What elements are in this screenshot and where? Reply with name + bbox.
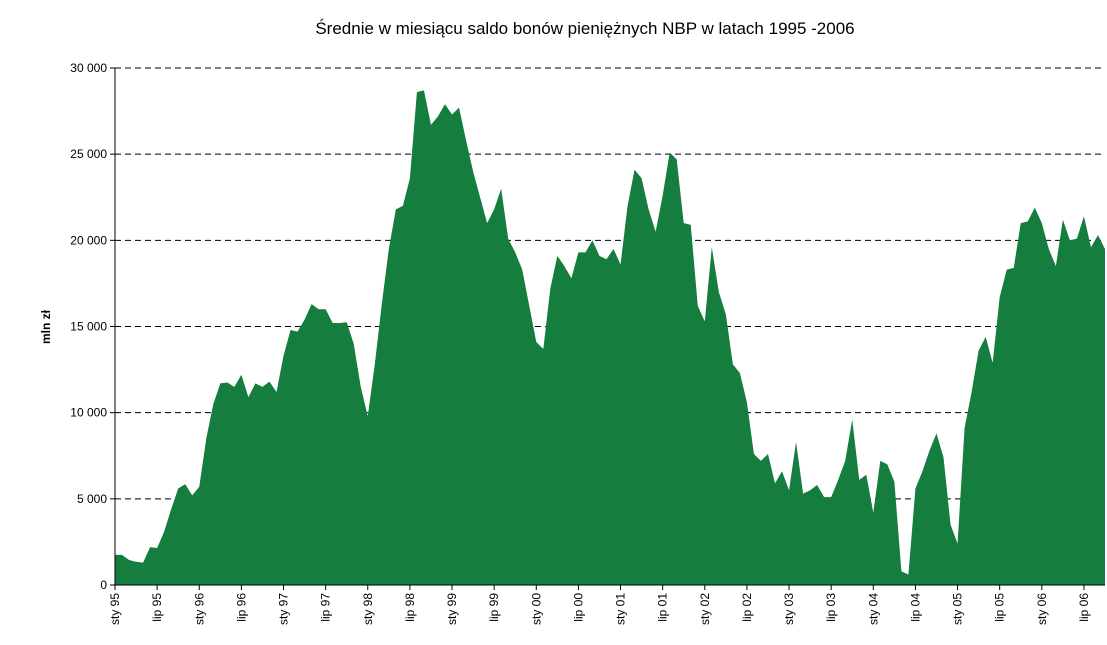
x-tick-label: lip 00 <box>571 593 585 622</box>
x-tick-label: lip 02 <box>740 593 754 622</box>
y-tick-label: 15 000 <box>70 320 107 334</box>
y-tick-label: 25 000 <box>70 147 107 161</box>
x-tick-label: sty 03 <box>782 593 796 625</box>
x-tick-label: sty 97 <box>277 593 291 625</box>
x-tick-label: lip 99 <box>487 593 501 622</box>
x-tick-label: sty 99 <box>445 593 459 625</box>
x-tick-label: lip 04 <box>908 593 922 622</box>
x-tick-label: sty 06 <box>1035 593 1049 625</box>
x-tick-label: lip 05 <box>993 593 1007 622</box>
y-tick-label: 20 000 <box>70 233 107 247</box>
y-axis-label: mln zł <box>39 309 53 344</box>
x-tick-label: sty 02 <box>698 593 712 625</box>
x-tick-label: lip 06 <box>1077 593 1091 622</box>
x-tick-label: lip 03 <box>824 593 838 622</box>
x-tick-label: lip 95 <box>150 593 164 622</box>
y-tick-label: 0 <box>100 578 107 592</box>
y-tick-label: 30 000 <box>70 61 107 75</box>
y-tick-label: 10 000 <box>70 406 107 420</box>
x-tick-label: sty 04 <box>866 593 880 625</box>
area <box>115 90 1105 586</box>
chart-title: Średnie w miesiącu saldo bonów pieniężny… <box>315 19 854 38</box>
x-tick-label: sty 05 <box>951 593 965 625</box>
x-tick-label: sty 95 <box>108 593 122 625</box>
x-tick-label: lip 96 <box>234 593 248 622</box>
x-tick-label: sty 00 <box>529 593 543 625</box>
x-tick-label: lip 97 <box>319 593 333 622</box>
x-tick-label: lip 01 <box>656 593 670 622</box>
y-tick-label: 5 000 <box>77 492 107 506</box>
x-tick-label: sty 01 <box>614 593 628 625</box>
x-tick-label: sty 96 <box>192 593 206 625</box>
x-tick-label: sty 98 <box>361 593 375 625</box>
x-tick-label: lip 98 <box>403 593 417 622</box>
